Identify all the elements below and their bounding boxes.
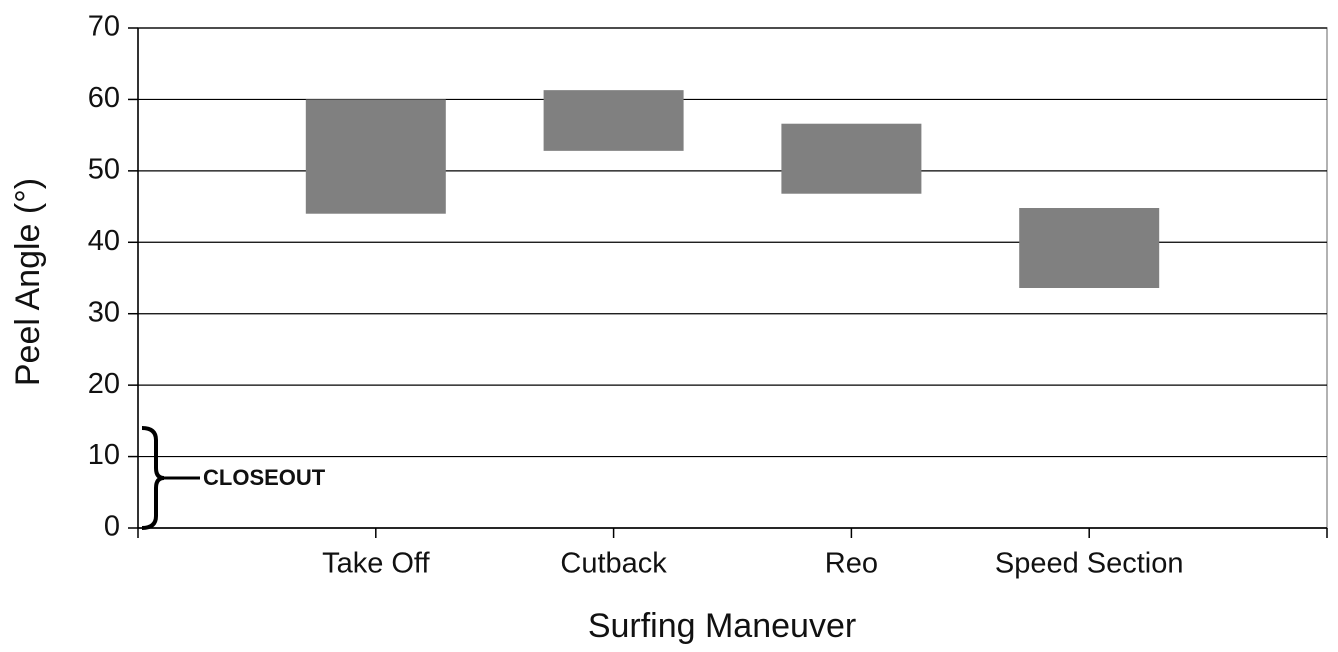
- y-tick-label: 10: [88, 439, 120, 471]
- x-tick-label: Reo: [825, 548, 878, 580]
- y-tick-label: 20: [88, 368, 120, 400]
- y-tick-label: 50: [88, 154, 120, 186]
- closeout-bracket: [141, 426, 165, 530]
- x-axis-title: Surfing Maneuver: [588, 607, 856, 645]
- y-tick-label: 0: [104, 511, 120, 543]
- range-bar: [543, 90, 684, 151]
- y-tick-label: 40: [88, 225, 120, 257]
- range-bar: [781, 123, 922, 194]
- x-tick-label: Speed Section: [995, 548, 1184, 580]
- x-tick-label: Cutback: [560, 548, 667, 580]
- x-tick-label: Take Off: [322, 548, 430, 580]
- closeout-label: CLOSEOUT: [203, 465, 326, 490]
- range-bar: [1019, 208, 1160, 288]
- y-tick-label: 70: [88, 11, 120, 43]
- y-tick-label: 60: [88, 82, 120, 114]
- y-axis-title: Peel Angle (°): [9, 178, 47, 386]
- y-tick-label: 30: [88, 296, 120, 328]
- range-bar: [305, 99, 446, 214]
